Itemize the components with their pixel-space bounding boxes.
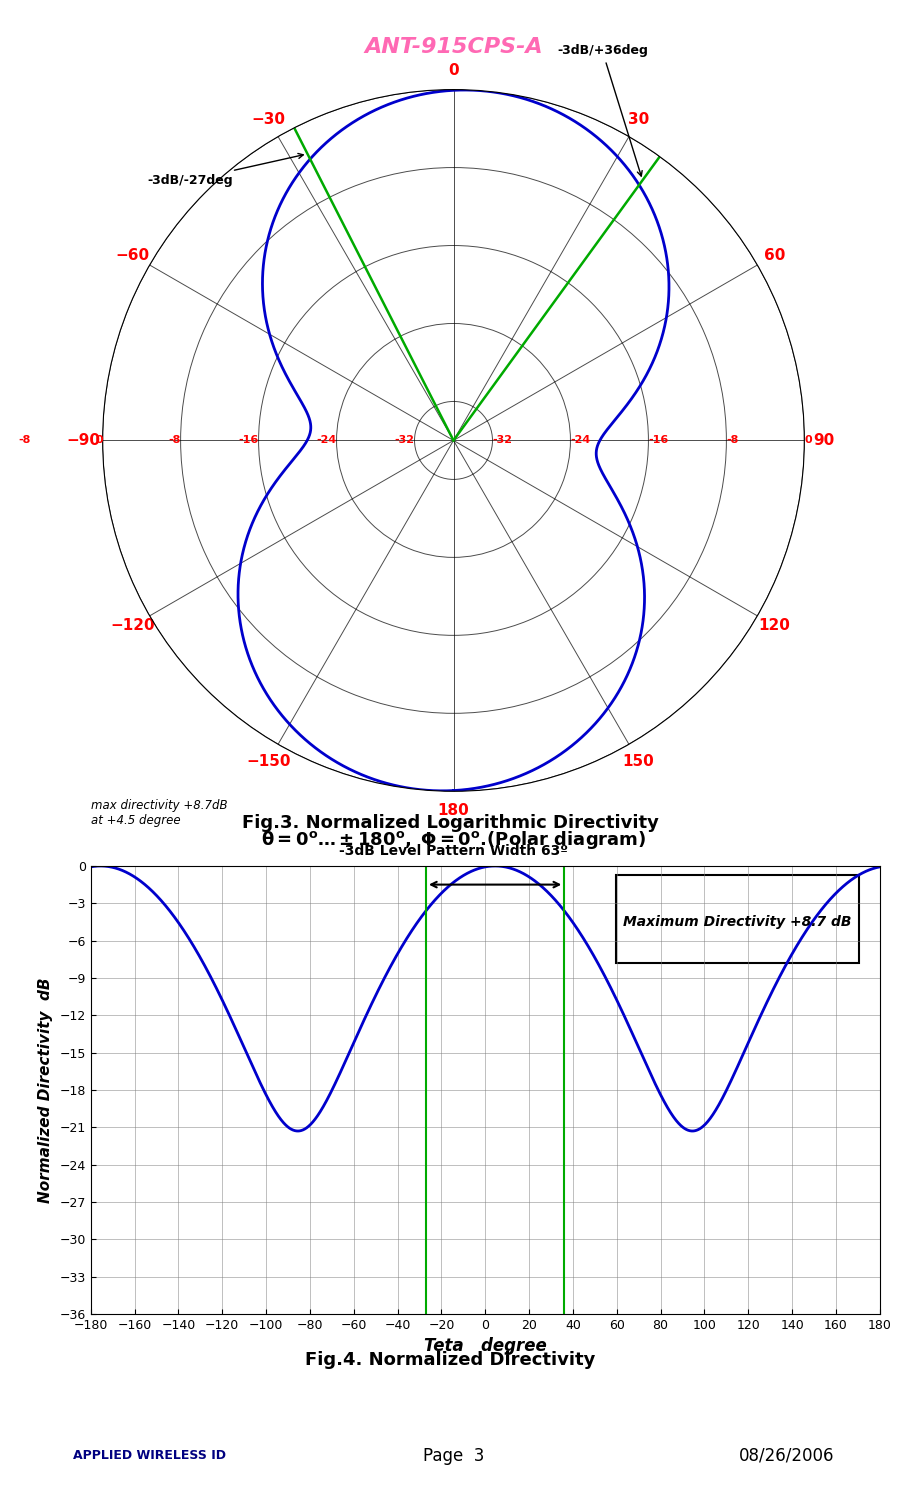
Text: Maximum Directivity +8.7 dB: Maximum Directivity +8.7 dB (623, 915, 852, 929)
Text: $\mathbf{\theta=0^o\ldots\pm180^o,\ \Phi=0^o}$.(Polar diagram): $\mathbf{\theta=0^o\ldots\pm180^o,\ \Phi… (261, 829, 646, 851)
Y-axis label: Normalized Directivity  dB: Normalized Directivity dB (37, 976, 53, 1203)
Text: 0: 0 (95, 436, 102, 445)
Text: 0: 0 (805, 436, 812, 445)
Text: -8: -8 (727, 436, 739, 445)
Text: max directivity +8.7dB
at +4.5 degree: max directivity +8.7dB at +4.5 degree (91, 799, 227, 827)
Text: Fig.3. Normalized Logarithmic Directivity: Fig.3. Normalized Logarithmic Directivit… (242, 814, 665, 832)
FancyBboxPatch shape (616, 875, 859, 963)
Text: -8: -8 (168, 436, 180, 445)
Text: -32: -32 (493, 436, 512, 445)
Text: Page  3: Page 3 (423, 1447, 484, 1465)
Text: -24: -24 (571, 436, 590, 445)
Text: Fig.4. Normalized Directivity: Fig.4. Normalized Directivity (305, 1351, 602, 1369)
Text: -16: -16 (239, 436, 258, 445)
Text: 08/26/2006: 08/26/2006 (739, 1447, 834, 1465)
Text: APPLIED WIRELESS ID: APPLIED WIRELESS ID (73, 1450, 226, 1462)
Text: -3dB/-27deg: -3dB/-27deg (148, 154, 303, 187)
Text: -8: -8 (18, 436, 31, 445)
Text: -16: -16 (649, 436, 668, 445)
Text: -3dB/+36deg: -3dB/+36deg (557, 45, 648, 176)
Text: -24: -24 (317, 436, 336, 445)
Text: ANT-915CPS-A: ANT-915CPS-A (365, 37, 542, 57)
Text: 180: 180 (436, 1153, 471, 1171)
Text: -32: -32 (395, 436, 414, 445)
X-axis label: Teta   degree: Teta degree (424, 1338, 547, 1356)
Text: -3dB Level Pattern Width 63º: -3dB Level Pattern Width 63º (339, 845, 568, 858)
